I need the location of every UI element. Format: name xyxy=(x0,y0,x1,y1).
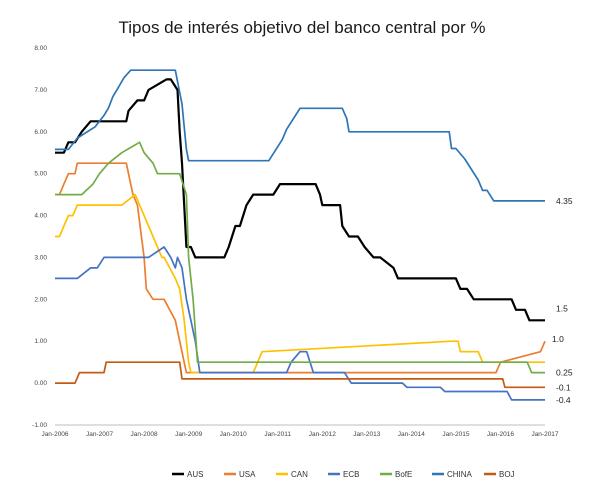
y-tick-label: 2.00 xyxy=(34,296,47,303)
legend-label-boj: BOJ xyxy=(499,470,515,479)
y-tick-label: 3.00 xyxy=(34,254,47,261)
x-tick-label: Jan-2012 xyxy=(309,431,336,438)
x-tick-label: Jan-2015 xyxy=(442,431,469,438)
end-label-bofe: 0.25 xyxy=(556,368,573,378)
series-line-boj xyxy=(55,361,545,389)
y-tick-label: -1.00 xyxy=(32,422,47,429)
y-tick-label: 5.00 xyxy=(34,171,47,178)
x-tick-label: Jan-2008 xyxy=(131,431,158,438)
end-label-usa: 1.0 xyxy=(552,334,564,344)
legend-label-aus: AUS xyxy=(187,470,203,479)
y-tick-label: 7.00 xyxy=(34,87,47,94)
legend-label-ecb: ECB xyxy=(343,470,359,479)
legend-label-can: CAN xyxy=(291,470,308,479)
chart-title: Tipos de interés objetivo del banco cent… xyxy=(118,18,486,37)
y-tick-label: 1.00 xyxy=(34,338,47,345)
series-line-china xyxy=(55,69,545,202)
x-tick-label: Jan-2014 xyxy=(398,431,425,438)
x-tick-label: Jan-2009 xyxy=(175,431,202,438)
x-tick-label: Jan-2013 xyxy=(353,431,380,438)
x-tick-label: Jan-2017 xyxy=(531,431,558,438)
end-label-boj: -0.1 xyxy=(556,382,571,392)
series-lines xyxy=(55,69,546,401)
series-line-can xyxy=(55,193,545,374)
x-tick-label: Jan-2016 xyxy=(487,431,514,438)
series-line-usa xyxy=(55,162,546,374)
legend-label-usa: USA xyxy=(239,470,256,479)
legend-label-china: CHINA xyxy=(447,470,473,479)
legend-label-bofe: BofE xyxy=(395,470,412,479)
y-tick-label: 4.00 xyxy=(34,213,47,220)
x-tick-label: Jan-2007 xyxy=(86,431,113,438)
legend: AUS USA CAN ECB BofE CHINA BOJ xyxy=(172,470,515,479)
series-line-bofe xyxy=(55,141,545,374)
end-label-china: 4.35 xyxy=(556,196,573,206)
axes: 8.00 7.00 6.00 5.00 4.00 3.00 2.00 1.00 0.00 -1.0… xyxy=(32,45,559,438)
series-line-ecb xyxy=(55,246,545,401)
x-tick-label: Jan-2011 xyxy=(264,431,291,438)
y-tick-label: 0.00 xyxy=(34,380,47,387)
end-labels: 1.5 -0.4 0.25 4.35 -0.1 1.0 xyxy=(552,196,573,405)
x-tick-label: Jan-2010 xyxy=(220,431,247,438)
end-label-ecb: -0.4 xyxy=(556,395,571,405)
y-tick-label: 6.00 xyxy=(34,129,47,136)
end-label-aus: 1.5 xyxy=(556,303,568,313)
y-tick-label: 8.00 xyxy=(34,45,47,52)
series-line-aus xyxy=(55,78,545,322)
x-tick-label: Jan-2006 xyxy=(41,431,68,438)
